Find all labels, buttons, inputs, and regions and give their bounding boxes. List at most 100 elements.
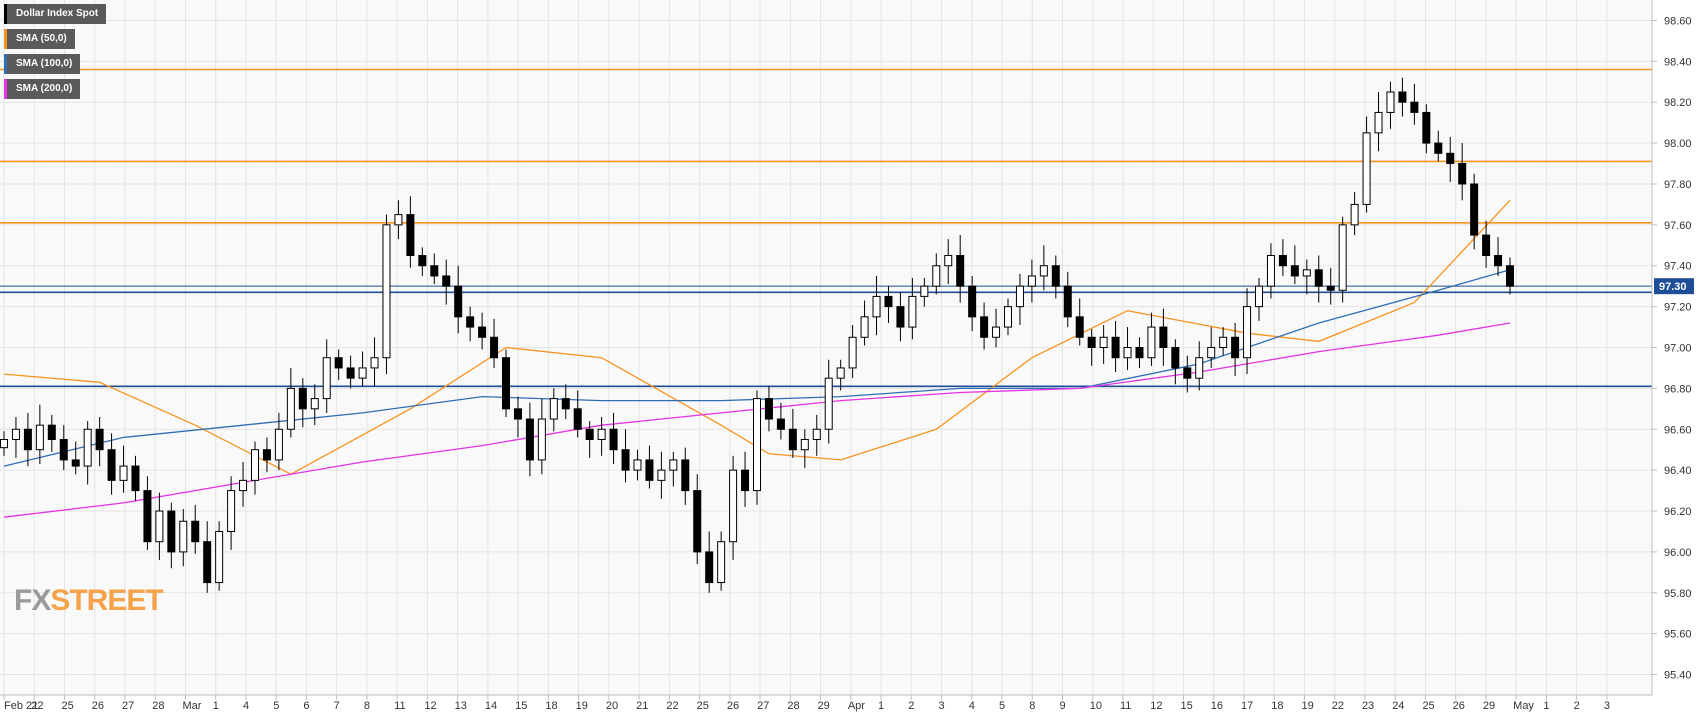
candle-up — [1243, 306, 1252, 359]
candle-up — [944, 255, 953, 267]
candle-down — [1063, 285, 1072, 318]
candle-up — [274, 428, 283, 461]
x-tick-label: 22 — [666, 700, 678, 712]
candle-up — [549, 398, 558, 420]
x-tick-label: 1 — [878, 700, 884, 712]
x-tick-label: 4 — [243, 700, 249, 712]
candle-up — [812, 428, 821, 440]
x-tick-label: 7 — [334, 700, 340, 712]
y-tick-label: 96.00 — [1664, 547, 1692, 559]
y-tick-label: 96.40 — [1664, 465, 1692, 477]
candle-up — [1027, 275, 1036, 287]
candle-down — [107, 449, 116, 481]
x-tick-label: 27 — [122, 700, 134, 712]
x-tick-label: 11 — [394, 700, 405, 712]
candle-up — [729, 469, 738, 543]
candle-down — [47, 424, 56, 440]
x-tick-label: 14 — [485, 700, 497, 712]
candle-up — [1039, 265, 1048, 277]
candle-down — [741, 469, 750, 492]
candle-down — [1326, 285, 1335, 291]
candle-up — [35, 424, 44, 451]
candle-down — [1135, 347, 1144, 359]
candle-down — [131, 465, 140, 492]
candle-down — [490, 336, 499, 359]
candle-down — [167, 510, 176, 553]
candle-down — [454, 285, 463, 318]
candle-up — [992, 326, 1001, 338]
candle-up — [370, 357, 379, 369]
legend-item-sma50[interactable]: SMA (50,0) — [4, 29, 75, 49]
candle-down — [466, 316, 475, 328]
candle-down — [681, 459, 690, 492]
x-tick-label: 12 — [424, 700, 436, 712]
candle-down — [430, 265, 439, 277]
candle-down — [896, 306, 905, 328]
x-tick-label: 11 — [1120, 700, 1131, 712]
candle-up — [633, 459, 642, 471]
x-tick-label: 28 — [787, 700, 799, 712]
x-tick-label: 8 — [1029, 700, 1035, 712]
candle-down — [585, 428, 594, 440]
y-tick-label: 98.00 — [1664, 138, 1692, 150]
legend-item-sma200[interactable]: SMA (200,0) — [4, 79, 81, 99]
y-tick-label: 97.20 — [1664, 302, 1692, 314]
candle-up — [860, 316, 869, 338]
candle-up — [1099, 336, 1108, 349]
candle-down — [95, 428, 104, 451]
candle-down — [478, 326, 487, 338]
y-tick-label: 95.40 — [1664, 670, 1692, 682]
candle-up — [657, 469, 666, 481]
candle-up — [753, 398, 761, 492]
x-tick-label: 2 — [1574, 700, 1580, 712]
candle-down — [1506, 265, 1514, 287]
candle-up — [358, 367, 367, 379]
x-tick-label: Mar — [182, 700, 201, 712]
candle-down — [203, 541, 212, 584]
y-tick-label: 95.60 — [1664, 629, 1692, 641]
x-tick-label: 1 — [213, 700, 219, 712]
candle-up — [597, 428, 606, 440]
candle-up — [1219, 336, 1228, 349]
candle-up — [1350, 203, 1359, 226]
candle-down — [191, 520, 200, 543]
x-tick-label: 3 — [1604, 700, 1610, 712]
x-tick-label: 19 — [1301, 700, 1313, 712]
x-tick-label: 21 — [636, 700, 648, 712]
candle-up — [394, 214, 403, 226]
x-tick-label: 23 — [1362, 700, 1374, 712]
candle-up — [1015, 285, 1024, 308]
legend-label-price: Dollar Index Spot — [16, 8, 99, 19]
candle-down — [406, 214, 415, 257]
candle-down — [561, 398, 570, 410]
candle-down — [1458, 163, 1467, 185]
y-tick-label: 97.40 — [1664, 261, 1692, 273]
candle-down — [262, 449, 271, 461]
x-tick-label: 15 — [1180, 700, 1192, 712]
current-price-tag: 97.30 — [1654, 278, 1694, 295]
x-tick-label: 3 — [939, 700, 945, 712]
legend-item-sma100[interactable]: SMA (100,0) — [4, 54, 81, 74]
candle-up — [1386, 91, 1395, 113]
x-tick-label: 20 — [606, 700, 618, 712]
candle-down — [71, 459, 80, 467]
candle-down — [513, 408, 522, 420]
candle-down — [346, 367, 355, 379]
y-tick-label: 96.60 — [1664, 424, 1692, 436]
candle-down — [1410, 101, 1419, 113]
candle-up — [286, 387, 295, 430]
x-tick-label: Apr — [848, 700, 865, 712]
fxstreet-logo: FXSTREET — [14, 584, 164, 618]
legend-swatch-price — [4, 4, 7, 24]
candle-up — [848, 336, 857, 369]
chart-legend: Dollar Index Spot SMA (50,0) SMA (100,0)… — [4, 4, 107, 104]
candle-down — [418, 255, 427, 267]
candle-down — [705, 551, 714, 584]
candle-up — [239, 479, 248, 492]
x-tick-label: 25 — [697, 700, 709, 712]
x-tick-label: 25 — [1422, 700, 1434, 712]
price-tag-box — [1654, 278, 1694, 295]
y-tick-label: 95.80 — [1664, 588, 1692, 600]
legend-item-price[interactable]: Dollar Index Spot — [4, 4, 107, 24]
